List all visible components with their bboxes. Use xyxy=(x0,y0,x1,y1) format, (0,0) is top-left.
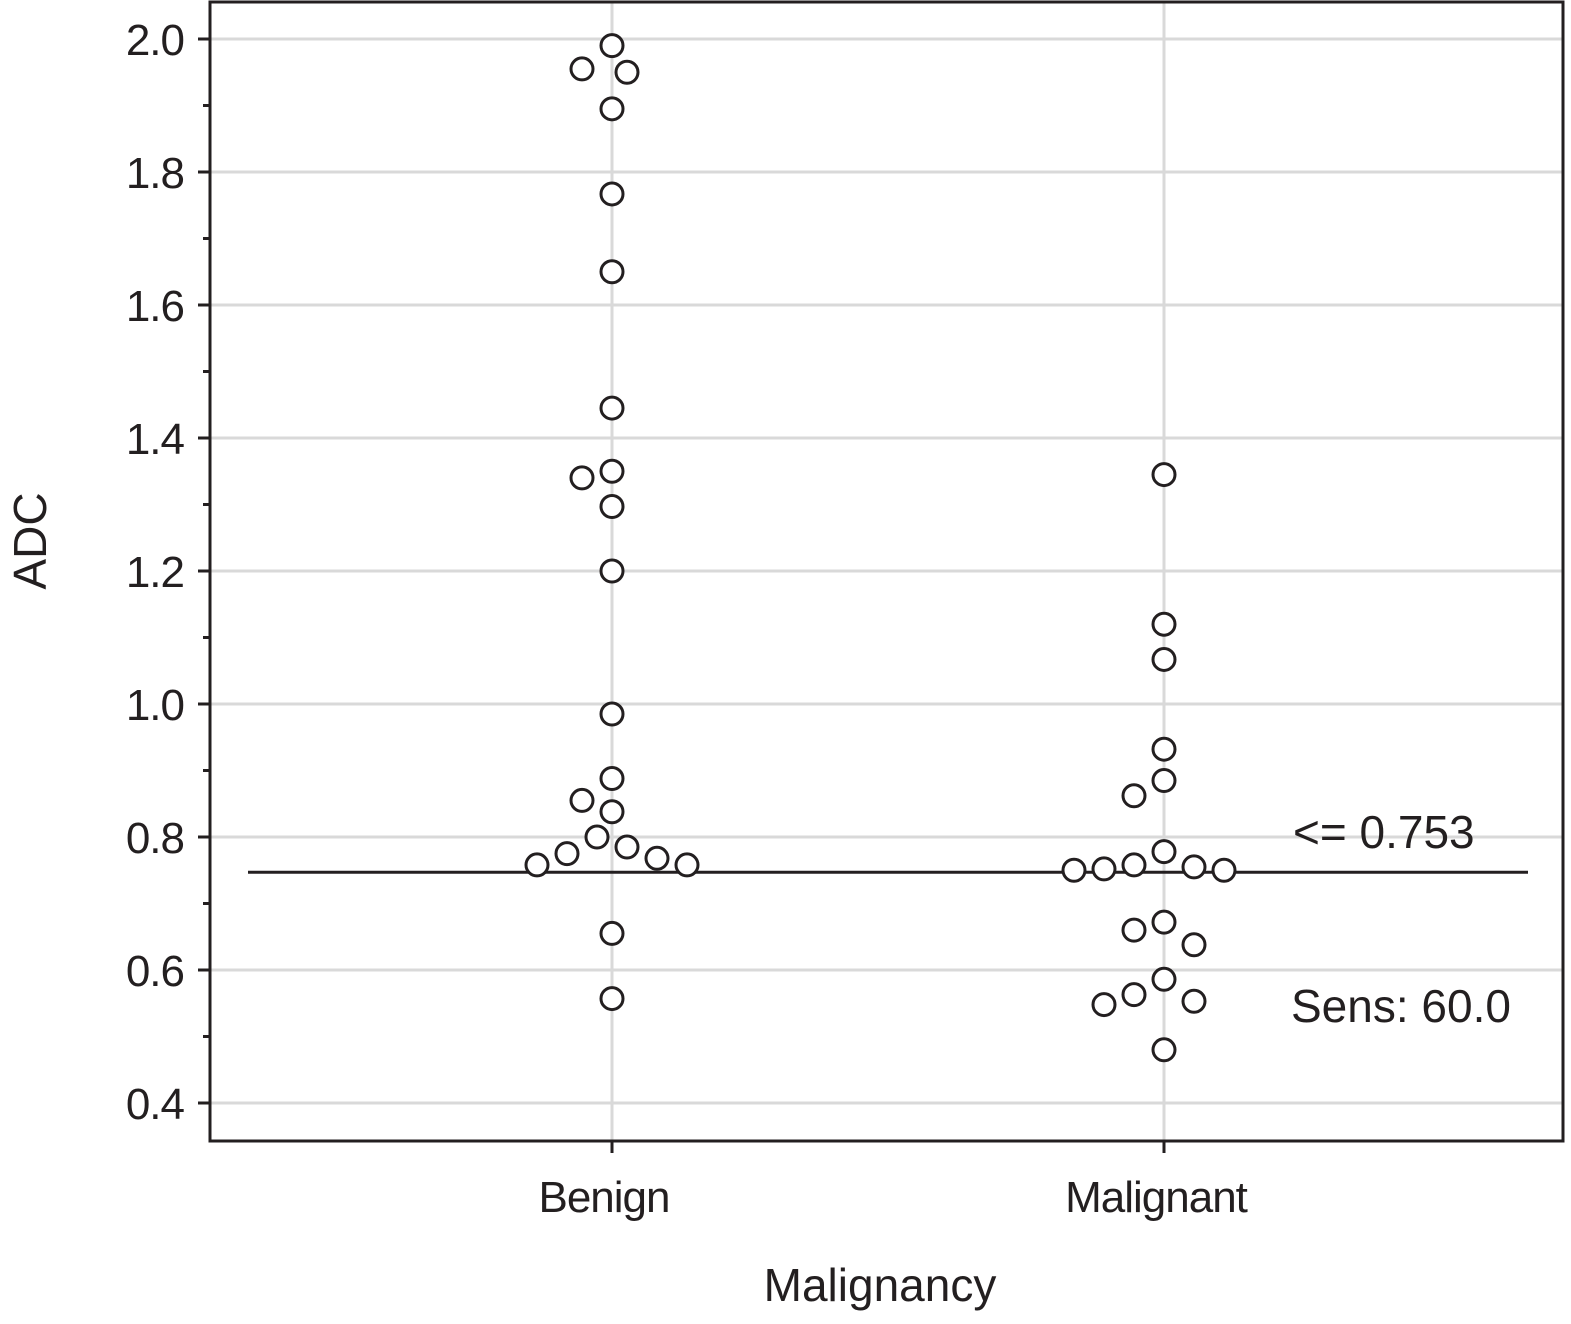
data-point-malignant xyxy=(1121,852,1147,878)
y-tick-label: 1.2 xyxy=(126,548,184,597)
sensitivity-label: Sens: 60.0 xyxy=(1291,980,1511,1032)
data-point-benign xyxy=(599,493,625,519)
data-point-malignant xyxy=(1121,917,1147,943)
label-layer: ADC Malignancy <= 0.753 Sens: 60.0 xyxy=(4,492,1511,1311)
data-point-benign xyxy=(599,259,625,285)
data-point-benign xyxy=(599,701,625,727)
data-point-benign xyxy=(599,181,625,207)
points-layer xyxy=(524,33,1237,1063)
data-point-malignant xyxy=(1061,857,1087,883)
data-point-malignant xyxy=(1121,982,1147,1008)
data-point-benign xyxy=(599,96,625,122)
data-point-malignant xyxy=(1151,767,1177,793)
data-point-benign xyxy=(599,395,625,421)
data-point-malignant xyxy=(1151,839,1177,865)
data-point-malignant xyxy=(1211,857,1237,883)
data-point-malignant xyxy=(1151,646,1177,672)
data-point-benign xyxy=(599,558,625,584)
data-point-malignant xyxy=(1151,462,1177,488)
data-point-benign xyxy=(614,59,640,85)
data-point-benign xyxy=(644,845,670,871)
data-point-malignant xyxy=(1091,856,1117,882)
data-point-malignant xyxy=(1151,611,1177,637)
plot-frame xyxy=(208,0,1565,1143)
data-point-malignant xyxy=(1181,988,1207,1014)
data-point-malignant xyxy=(1151,1037,1177,1063)
data-point-benign xyxy=(599,799,625,825)
y-tick-label: 0.4 xyxy=(126,1080,185,1129)
data-point-benign xyxy=(599,986,625,1012)
threshold-label: <= 0.753 xyxy=(1293,806,1475,858)
y-axis-title: ADC xyxy=(4,492,56,589)
data-point-benign xyxy=(599,458,625,484)
data-point-malignant xyxy=(1181,854,1207,880)
data-point-benign xyxy=(674,852,700,878)
x-tick-label: Benign xyxy=(538,1173,669,1222)
data-point-benign xyxy=(599,33,625,59)
data-point-malignant xyxy=(1151,909,1177,935)
y-tick-label: 0.8 xyxy=(126,814,184,863)
data-point-benign xyxy=(599,920,625,946)
data-point-benign xyxy=(614,834,640,860)
y-tick-label: 1.6 xyxy=(126,282,184,331)
data-point-benign xyxy=(599,765,625,791)
y-tick-label: 1.4 xyxy=(126,415,185,464)
data-point-benign xyxy=(569,56,595,82)
grid-layer xyxy=(210,2,1563,1141)
data-point-benign xyxy=(524,852,550,878)
data-point-benign xyxy=(569,465,595,491)
y-tick-label: 1.8 xyxy=(126,149,184,198)
data-point-benign xyxy=(554,841,580,867)
x-tick-label: Malignant xyxy=(1065,1173,1248,1222)
data-point-malignant xyxy=(1091,992,1117,1018)
y-tick-label: 2.0 xyxy=(126,16,184,65)
data-point-benign xyxy=(584,824,610,850)
data-point-benign xyxy=(569,787,595,813)
data-point-malignant xyxy=(1121,783,1147,809)
data-point-malignant xyxy=(1151,966,1177,992)
x-axis-title: Malignancy xyxy=(764,1259,997,1311)
y-tick-label: 0.6 xyxy=(126,947,184,996)
data-point-malignant xyxy=(1151,736,1177,762)
y-tick-label: 1.0 xyxy=(126,681,184,730)
axis-layer: 0.4 0.6 0.8 1.0 1.2 1.4 1.6 1.8 2.0 Benign Maligna… xyxy=(126,0,1565,1222)
data-point-malignant xyxy=(1181,932,1207,958)
